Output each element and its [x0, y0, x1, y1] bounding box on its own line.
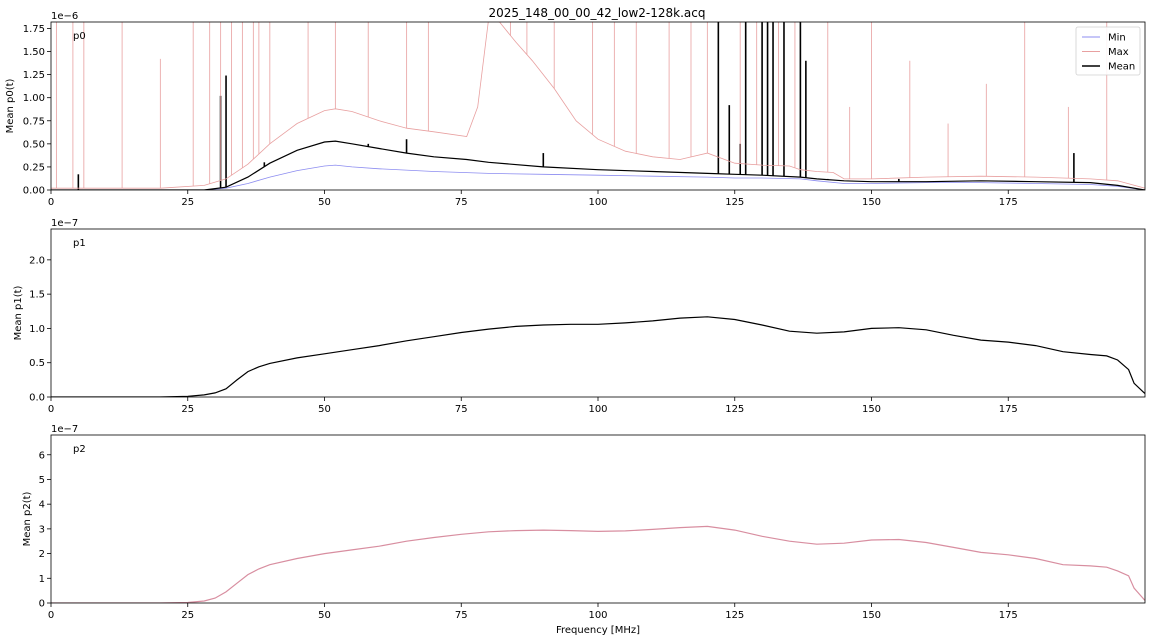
- y-multiplier: 1e−6: [51, 11, 78, 22]
- y-tick-label: 1.25: [23, 70, 45, 81]
- series-line-p1: [51, 316, 1145, 397]
- x-tick-label: 25: [181, 404, 194, 415]
- y-tick-label: 0.50: [23, 139, 45, 150]
- y-tick-label: 0.5: [29, 358, 45, 369]
- y-tick-label: 1: [39, 574, 45, 585]
- axes-frame: [50, 21, 1146, 191]
- y-tick-label: 3: [39, 524, 45, 535]
- x-tick-label: 100: [588, 610, 607, 621]
- y-tick-label: 2.0: [29, 255, 45, 266]
- x-tick-label: 25: [181, 197, 194, 208]
- x-tick-label: 175: [999, 610, 1018, 621]
- x-tick-label: 125: [725, 404, 744, 415]
- y-tick-label: 1.75: [23, 24, 45, 35]
- y-tick-label: 5: [39, 475, 45, 486]
- x-tick-label: 50: [318, 197, 331, 208]
- x-tick-label: 150: [862, 197, 881, 208]
- panel-label: p1: [73, 238, 86, 249]
- axes-frame: [50, 228, 1146, 398]
- y-tick-label: 4: [39, 500, 45, 511]
- y-tick-label: 1.5: [29, 290, 45, 301]
- legend: Min Max Mean: [1075, 26, 1141, 76]
- y-axis-label: Mean p1(t): [13, 285, 24, 340]
- chart-panel-p0: 0 25 50 75 100 125 150 175 0.00 0.25 0.50 0.75 1.00 1…: [5, 11, 1146, 208]
- x-tick-label: 0: [48, 404, 54, 415]
- y-multiplier: 1e−7: [51, 218, 78, 229]
- x-tick-label: 175: [999, 404, 1018, 415]
- x-tick-label: 150: [862, 404, 881, 415]
- legend-label-min: Min: [1108, 33, 1126, 44]
- panels: 0 25 50 75 100 125 150 1750.000.250.500.751.001…: [5, 11, 1146, 636]
- legend-box: [1075, 26, 1141, 76]
- y-tick-label: 0.0: [29, 393, 45, 404]
- y-multiplier: 1e−7: [51, 424, 78, 435]
- x-axis-label: Frequency [MHz]: [556, 625, 640, 636]
- x-tick-label: 125: [725, 610, 744, 621]
- legend-label-max: Max: [1108, 47, 1129, 58]
- y-tick-label: 1.50: [23, 47, 45, 58]
- legend-label-mean: Mean: [1108, 62, 1135, 73]
- x-tick-label: 0: [48, 610, 54, 621]
- plot-area: [51, 22, 1145, 190]
- chart-panel-p1: 0 25 50 75 100 125 150 175 0.0 0.5 1.0 1.5 2.0 1e−7 p1…: [13, 218, 1146, 415]
- x-tick-label: 75: [455, 404, 468, 415]
- x-tick-label: 100: [588, 404, 607, 415]
- y-tick-label: 0.00: [23, 186, 45, 197]
- series-line-mean: [51, 140, 1145, 190]
- plot-area: [51, 525, 1145, 603]
- x-tick-label: 125: [725, 197, 744, 208]
- series-line-max: [51, 22, 1145, 189]
- x-tick-label: 25: [181, 610, 194, 621]
- x-tick-label: 100: [588, 197, 607, 208]
- y-tick-label: 1.00: [23, 93, 45, 104]
- y-tick-label: 1.0: [29, 324, 45, 335]
- y-tick-label: 6: [39, 450, 45, 461]
- y-tick-label: 0.75: [23, 116, 45, 127]
- axes-frame: [50, 434, 1146, 604]
- y-tick-label: 0.25: [23, 162, 45, 173]
- y-tick-label: 2: [39, 549, 45, 560]
- x-tick-label: 75: [455, 610, 468, 621]
- series-line-min: [51, 164, 1145, 190]
- x-tick-label: 0: [48, 197, 54, 208]
- x-tick-label: 50: [318, 610, 331, 621]
- panel-label: p2: [73, 444, 86, 455]
- chart-panel-p2: 0 25 50 75 100 125 150 175 0 1 2 3 4 5 6 1e−7 p2 Mean p2(…: [22, 424, 1146, 636]
- plot-area: [51, 316, 1145, 397]
- panel-label: p0: [73, 31, 86, 42]
- x-tick-label: 75: [455, 197, 468, 208]
- y-axis-label: Mean p2(t): [22, 491, 33, 546]
- y-tick-label: 0: [39, 599, 45, 610]
- x-tick-label: 150: [862, 610, 881, 621]
- y-axis-label: Mean p0(t): [5, 78, 16, 133]
- series-line-p2: [51, 525, 1145, 603]
- figure-title: 2025_148_00_00_42_low2-128k.acq: [489, 6, 706, 20]
- x-tick-label: 50: [318, 404, 331, 415]
- x-tick-label: 175: [999, 197, 1018, 208]
